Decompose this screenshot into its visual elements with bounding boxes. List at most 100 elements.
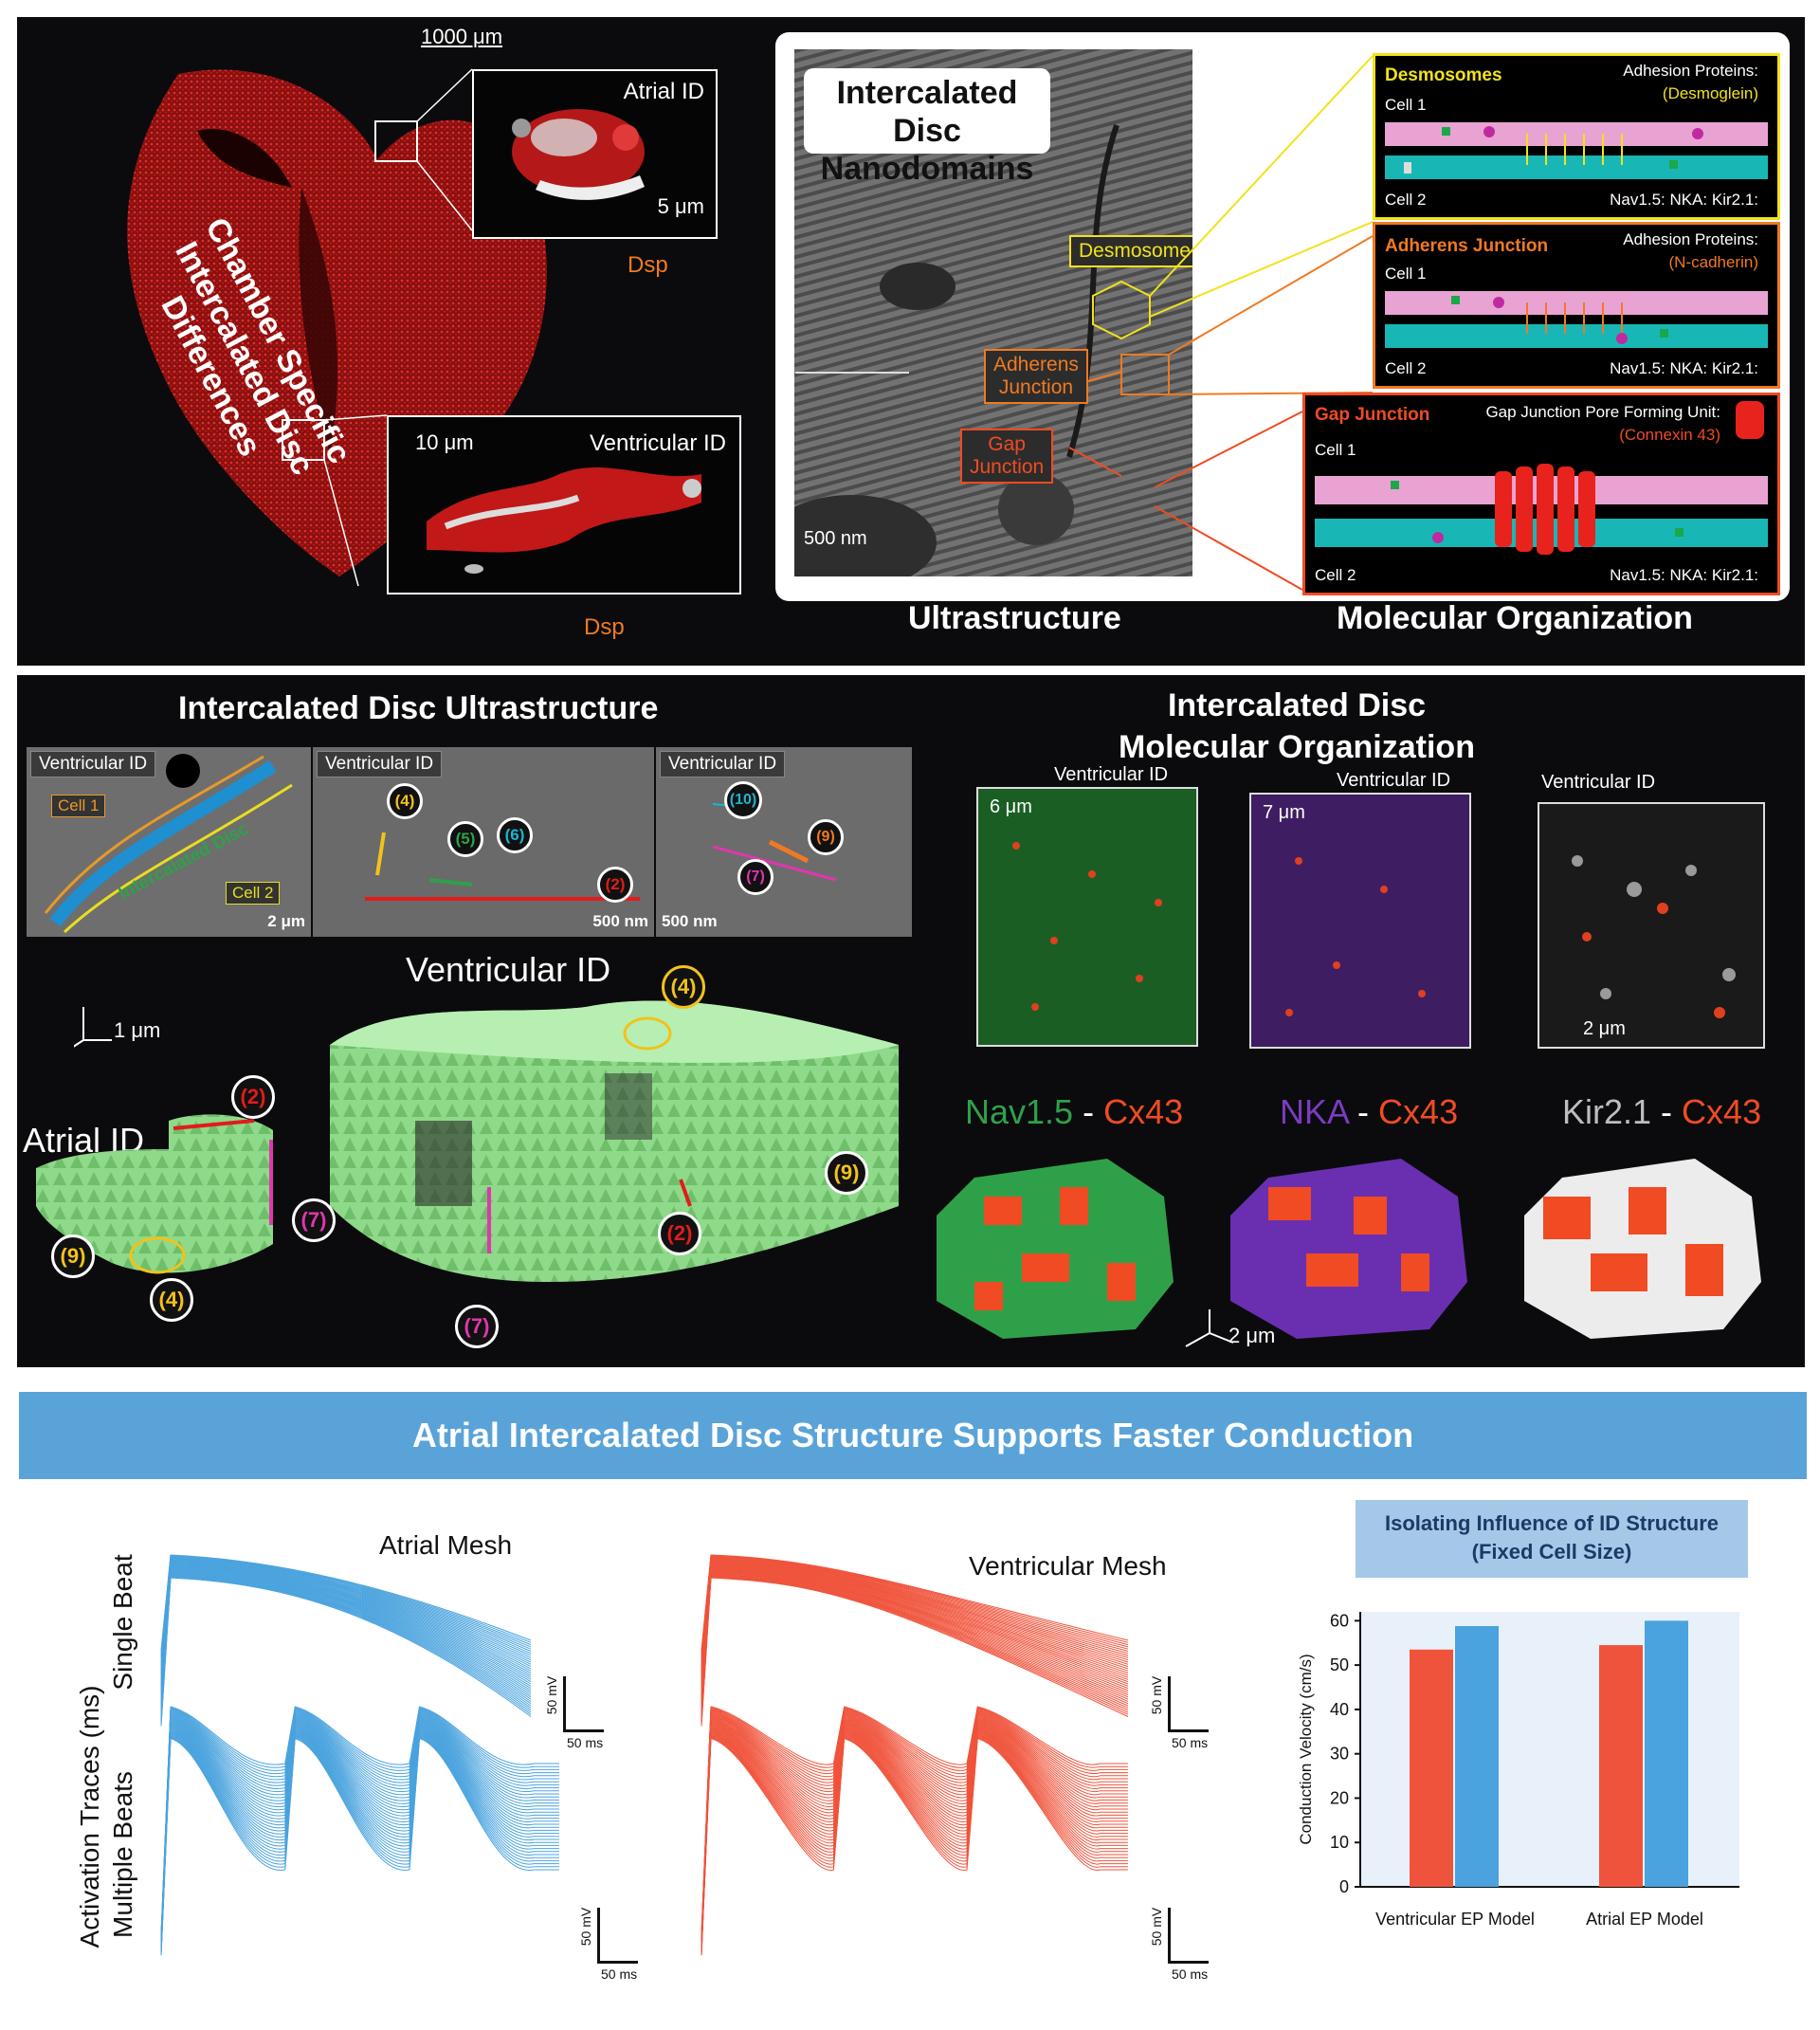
trace-line xyxy=(160,1559,532,1666)
trace-line xyxy=(701,1735,1128,1954)
em2-marker-6: (6) xyxy=(497,817,533,853)
ventricular-multiple-beats xyxy=(701,1706,1128,1956)
scalebar-atrial-multi-ms: 50 ms xyxy=(601,1966,638,1982)
trace-line xyxy=(160,1557,532,1661)
em2-marker-2: (2) xyxy=(597,867,633,903)
trace-line xyxy=(701,1730,1128,1951)
pair-kir-sep: - xyxy=(1651,1092,1683,1131)
trace-line xyxy=(160,1564,532,1683)
middle-panel: Intercalated Disc Ultrastructure Ventric… xyxy=(17,675,1805,1367)
cube-nav-tag: Ventricular ID xyxy=(1054,764,1169,785)
trace-line xyxy=(701,1564,1129,1683)
mesh-marker-2-ventricular: (2) xyxy=(658,1212,701,1255)
pair-label-nav: Nav1.5 - Cx43 xyxy=(965,1092,1183,1132)
trace-line xyxy=(701,1708,1128,1936)
trace-line xyxy=(160,1719,559,1944)
em-panel-2: Ventricular ID (4) (5) (6) (2) 500 nm xyxy=(313,747,654,937)
gap-protein: (Connexin 43) xyxy=(1619,426,1720,444)
trace-line xyxy=(701,1555,1129,1653)
pair-nka-sep: - xyxy=(1348,1092,1379,1131)
adherens-membrane xyxy=(1385,291,1768,348)
em-tag-gap: Gap Junction xyxy=(960,429,1054,484)
mesh-marker-9-atrial: (9) xyxy=(51,1234,95,1278)
trace-line xyxy=(160,1734,559,1953)
trace-line xyxy=(701,1574,1129,1718)
trace-line xyxy=(160,1718,559,1943)
trace-line xyxy=(160,1715,559,1942)
trace-line xyxy=(701,1710,1128,1938)
trace-line xyxy=(160,1732,559,1952)
em1-cell2: Cell 2 xyxy=(226,882,281,905)
gap-title: Gap Junction xyxy=(1315,405,1430,425)
em2-marker-4: (4) xyxy=(387,783,423,819)
trace-line xyxy=(701,1573,1129,1713)
trace-line xyxy=(701,1562,1129,1674)
trace-line xyxy=(701,1713,1128,1940)
desmosomes-protein: (Desmoglein) xyxy=(1662,84,1758,102)
em3-tag: Ventricular ID xyxy=(660,751,786,777)
trace-line xyxy=(701,1710,1128,1937)
trace-line xyxy=(701,1567,1129,1694)
cube-nka-tag: Ventricular ID xyxy=(1337,770,1451,791)
trace-line xyxy=(160,1562,532,1676)
pair-kir-b: Cx43 xyxy=(1682,1092,1762,1131)
trace-line xyxy=(160,1723,559,1947)
trace-line xyxy=(701,1572,1129,1711)
em2-marker-5: (5) xyxy=(447,821,483,857)
trace-line xyxy=(701,1572,1129,1710)
chart-title: Isolating Influence of ID Structure (Fix… xyxy=(1384,1511,1720,1564)
trace-line xyxy=(160,1730,559,1951)
gap-legend: Nav1.5: NKA: Kir2.1: xyxy=(1610,566,1758,584)
inset-connectors xyxy=(323,68,473,587)
trace-line xyxy=(701,1736,1128,1955)
conclusion-banner: Atrial Intercalated Disc Structure Suppo… xyxy=(19,1392,1807,1479)
trace-line xyxy=(160,1567,532,1694)
trace-line xyxy=(160,1572,532,1710)
em3-scale: 500 nm xyxy=(662,912,718,930)
scalebar-vent-multi xyxy=(1168,1908,1209,1964)
trace-line xyxy=(701,1714,1128,1940)
id-mesh-renders xyxy=(36,1000,899,1282)
cube-nav-scale: 6 μm xyxy=(990,796,1032,817)
trace-line xyxy=(160,1573,532,1713)
trace-line xyxy=(701,1562,1129,1676)
trace-line xyxy=(160,1713,559,1940)
em-panel-1: Ventricular ID Cell 1 Intercalated Disc … xyxy=(27,747,311,937)
scalebar-vent-single-mv: 50 mV xyxy=(1149,1675,1165,1715)
trace-line xyxy=(160,1712,559,1939)
trace-line xyxy=(160,1727,559,1948)
trace-line xyxy=(160,1721,559,1945)
scalebar-vent-single xyxy=(1168,1676,1209,1732)
trace-line xyxy=(160,1717,559,1943)
trace-line xyxy=(701,1570,1129,1703)
pair-label-kir: Kir2.1 - Cx43 xyxy=(1562,1092,1761,1132)
em2-texture xyxy=(365,832,640,901)
row-multi-label: Multiple Beats xyxy=(108,1771,137,1938)
trace-line xyxy=(701,1737,1128,1955)
mesh-marker-4-atrial: (4) xyxy=(150,1278,193,1322)
trace-line xyxy=(160,1560,532,1670)
trace-line xyxy=(701,1707,1128,1935)
atrial-id-title: Atrial ID xyxy=(623,79,704,104)
trace-line xyxy=(160,1565,532,1690)
scalebar-atrial-single xyxy=(563,1676,604,1732)
atrial-mesh-title: Atrial Mesh xyxy=(379,1530,513,1560)
connexin-icon xyxy=(1736,401,1764,439)
trace-line xyxy=(701,1728,1128,1950)
em-title: Intercalated Disc Nanodomains xyxy=(820,75,1034,187)
mesh-marker-7-atrial: (7) xyxy=(292,1198,336,1242)
y-tick-label: 10 xyxy=(1330,1833,1349,1852)
trace-line xyxy=(160,1720,559,1945)
ultra-title: Intercalated Disc Ultrastructure xyxy=(178,690,659,726)
trace-line xyxy=(701,1570,1129,1705)
em1-texture xyxy=(44,754,293,934)
trace-line xyxy=(701,1574,1129,1716)
atrial-single-beat xyxy=(160,1554,532,1727)
trace-line xyxy=(160,1714,559,1940)
pair-nka-b: Cx43 xyxy=(1378,1092,1459,1131)
desmosomes-adhesion: Adhesion Proteins: xyxy=(1623,62,1758,80)
trace-line xyxy=(160,1726,559,1948)
trace-line xyxy=(701,1569,1129,1700)
trace-line xyxy=(701,1564,1129,1681)
trace-line xyxy=(160,1571,532,1707)
